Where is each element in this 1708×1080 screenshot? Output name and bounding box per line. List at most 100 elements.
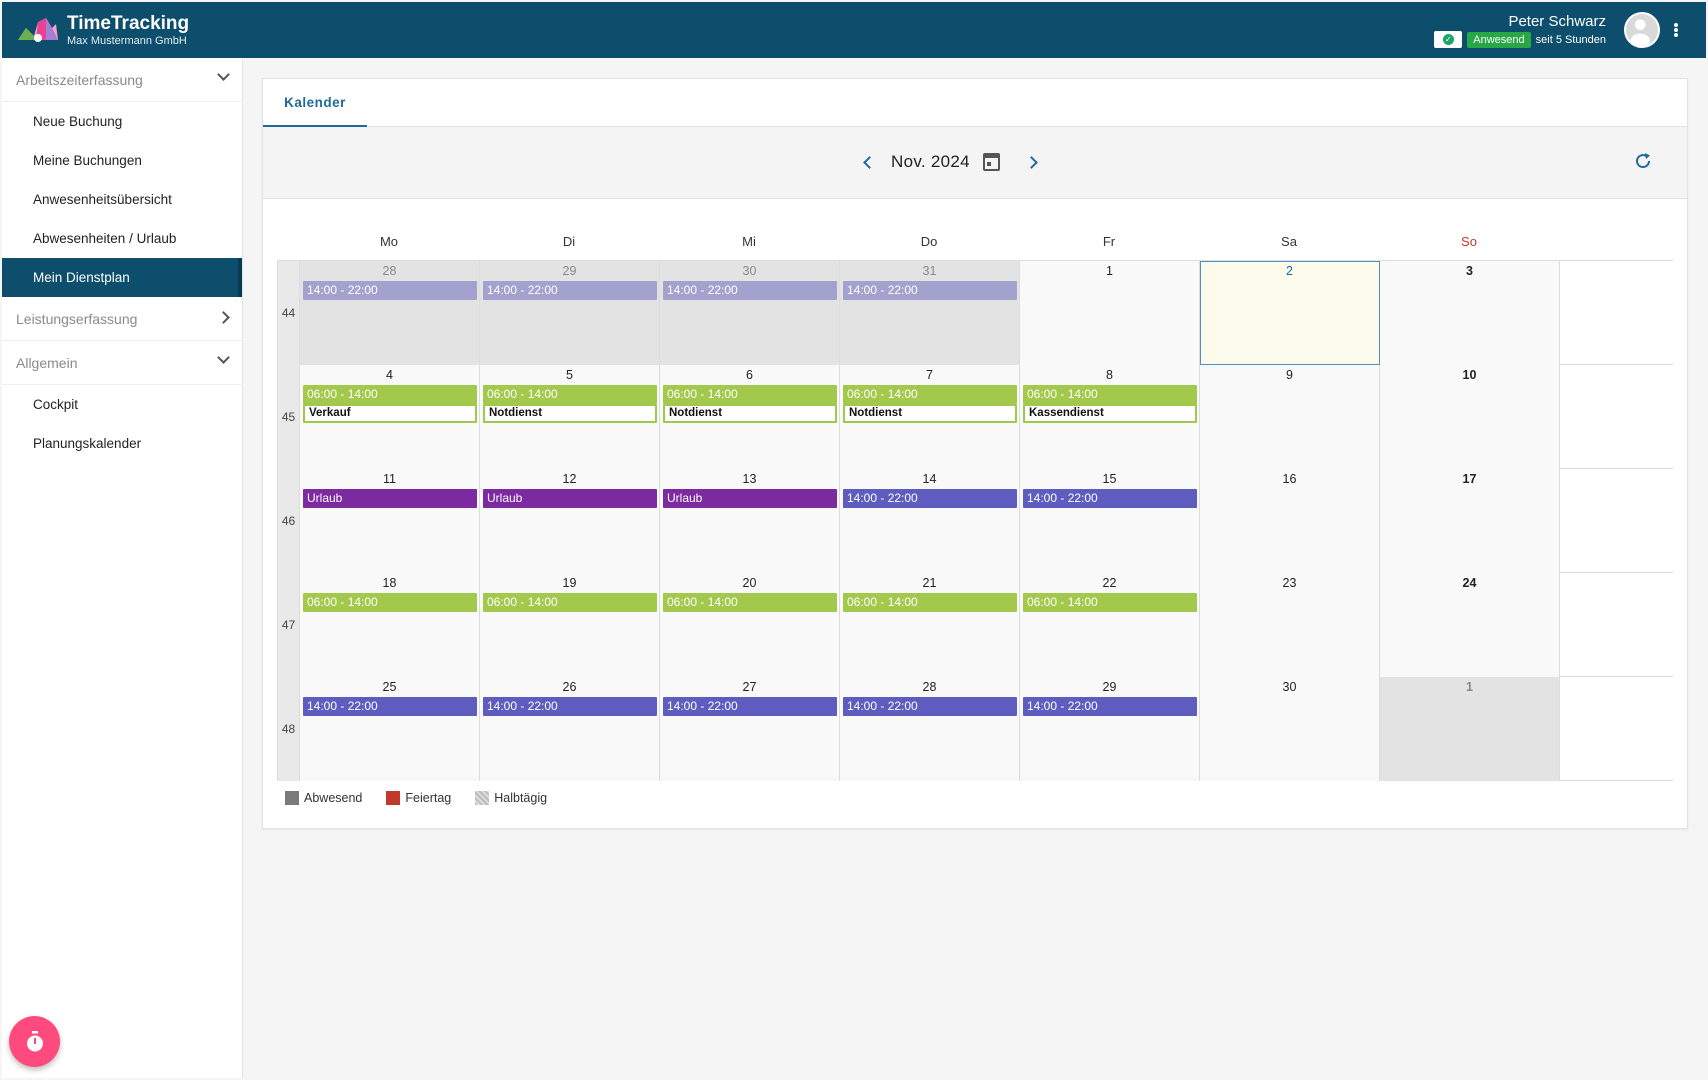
- day-cell[interactable]: 6 06:00 - 14:00 Notdienst: [660, 365, 840, 469]
- shift-event[interactable]: 06:00 - 14:00: [483, 385, 657, 404]
- shift-event[interactable]: 14:00 - 22:00: [843, 281, 1017, 300]
- legend-swatch: [475, 791, 490, 805]
- sidebar-item-planungskalender[interactable]: Planungskalender: [33, 436, 142, 451]
- day-cell[interactable]: 24: [1380, 573, 1560, 677]
- sidebar-item-mein-dienstplan[interactable]: Mein Dienstplan: [2, 258, 242, 297]
- day-cell[interactable]: 1: [1020, 261, 1200, 365]
- chevron-right-icon: [217, 311, 230, 324]
- sidebar-section-allgemein[interactable]: Allgemein: [2, 341, 242, 385]
- shift-event[interactable]: 14:00 - 22:00: [843, 697, 1017, 716]
- more-menu-icon[interactable]: [1674, 23, 1678, 37]
- shift-event[interactable]: 06:00 - 14:00: [1023, 593, 1197, 612]
- sidebar-section-leistungserfassung[interactable]: Leistungserfassung: [2, 297, 242, 341]
- day-number: 27: [742, 680, 757, 694]
- calendar-toolbar: Nov. 2024: [263, 127, 1687, 199]
- day-cell[interactable]: 3: [1380, 261, 1560, 365]
- shift-note[interactable]: Kassendienst: [1023, 404, 1197, 423]
- shift-note[interactable]: Notdienst: [663, 404, 837, 423]
- chevron-left-icon[interactable]: [863, 156, 876, 169]
- day-cell[interactable]: 25 14:00 - 22:00: [300, 677, 480, 781]
- avatar[interactable]: [1624, 12, 1660, 48]
- shift-event[interactable]: 14:00 - 22:00: [663, 697, 837, 716]
- company-name: Max Mustermann GmbH: [67, 35, 187, 47]
- day-cell[interactable]: 5 06:00 - 14:00 Notdienst: [480, 365, 660, 469]
- sidebar-section-arbeitszeiterfassung[interactable]: Arbeitszeiterfassung: [2, 58, 242, 102]
- sidebar-section-label: Arbeitszeiterfassung: [16, 71, 143, 88]
- day-cell[interactable]: 20 06:00 - 14:00: [660, 573, 840, 677]
- shift-event[interactable]: 06:00 - 14:00: [843, 593, 1017, 612]
- shift-event[interactable]: 14:00 - 22:00: [303, 697, 477, 716]
- shift-event[interactable]: 06:00 - 14:00: [303, 593, 477, 612]
- day-cell[interactable]: 2: [1200, 261, 1380, 365]
- sidebar-item-anwesenheitsuebersicht[interactable]: Anwesenheitsübersicht: [33, 192, 172, 207]
- day-number: 6: [746, 368, 753, 382]
- shift-event[interactable]: 14:00 - 22:00: [1023, 489, 1197, 508]
- week-row: 47 18 06:00 - 14:00 19 06:00 - 14:00 20 06:00 …: [278, 573, 1673, 677]
- day-number: 26: [562, 680, 577, 694]
- day-cell[interactable]: 16: [1200, 469, 1380, 573]
- day-cell[interactable]: 13 Urlaub: [660, 469, 840, 573]
- legend-label: Feiertag: [405, 791, 452, 805]
- day-cell[interactable]: 30 14:00 - 22:00: [660, 261, 840, 365]
- day-cell[interactable]: 29 14:00 - 22:00: [1020, 677, 1200, 781]
- day-cell[interactable]: 11 Urlaub: [300, 469, 480, 573]
- day-cell[interactable]: 27 14:00 - 22:00: [660, 677, 840, 781]
- shift-event[interactable]: 14:00 - 22:00: [843, 489, 1017, 508]
- day-cell[interactable]: 14 14:00 - 22:00: [840, 469, 1020, 573]
- shift-event[interactable]: 14:00 - 22:00: [663, 281, 837, 300]
- shift-event[interactable]: Urlaub: [483, 489, 657, 508]
- shift-event[interactable]: 06:00 - 14:00: [303, 385, 477, 404]
- day-cell[interactable]: 17: [1380, 469, 1560, 573]
- day-cell[interactable]: 15 14:00 - 22:00: [1020, 469, 1200, 573]
- shift-event[interactable]: Urlaub: [663, 489, 837, 508]
- shift-event[interactable]: 06:00 - 14:00: [843, 385, 1017, 404]
- shift-event[interactable]: 14:00 - 22:00: [303, 281, 477, 300]
- user-name[interactable]: Peter Schwarz: [1508, 13, 1606, 30]
- shift-note[interactable]: Notdienst: [483, 404, 657, 423]
- day-cell[interactable]: 22 06:00 - 14:00: [1020, 573, 1200, 677]
- day-cell[interactable]: 9: [1200, 365, 1380, 469]
- day-cell[interactable]: 23: [1200, 573, 1380, 677]
- tab-kalender[interactable]: Kalender: [263, 79, 367, 127]
- weekday-header: Mi: [742, 234, 756, 249]
- calendar-picker-icon[interactable]: [983, 153, 1000, 171]
- shift-event[interactable]: 06:00 - 14:00: [663, 385, 837, 404]
- day-cell[interactable]: 30: [1200, 677, 1380, 781]
- day-cell[interactable]: 28 14:00 - 22:00: [300, 261, 480, 365]
- day-cell[interactable]: 19 06:00 - 14:00: [480, 573, 660, 677]
- week-row: 46 11 Urlaub 12 Urlaub 13 Urlaub 14 14:00 - 22:0…: [278, 469, 1673, 573]
- calendar-weeks: 44 28 14:00 - 22:00 29 14:00 - 22:00 30 14:00 …: [277, 260, 1673, 781]
- shift-event[interactable]: 14:00 - 22:00: [483, 281, 657, 300]
- refresh-icon[interactable]: [1633, 151, 1653, 171]
- shift-event[interactable]: 06:00 - 14:00: [663, 593, 837, 612]
- stopwatch-fab-button[interactable]: [9, 1016, 60, 1067]
- day-cell[interactable]: 31 14:00 - 22:00: [840, 261, 1020, 365]
- day-number: 3: [1466, 264, 1473, 278]
- shift-event[interactable]: Urlaub: [303, 489, 477, 508]
- chevron-down-icon: [217, 351, 230, 364]
- day-cell[interactable]: 4 06:00 - 14:00 Verkauf: [300, 365, 480, 469]
- shift-event[interactable]: 14:00 - 22:00: [483, 697, 657, 716]
- sidebar-item-meine-buchungen[interactable]: Meine Buchungen: [33, 153, 142, 168]
- shift-note[interactable]: Notdienst: [843, 404, 1017, 423]
- day-cell[interactable]: 18 06:00 - 14:00: [300, 573, 480, 677]
- shift-event[interactable]: 06:00 - 14:00: [1023, 385, 1197, 404]
- shift-event[interactable]: 14:00 - 22:00: [1023, 697, 1197, 716]
- day-cell[interactable]: 21 06:00 - 14:00: [840, 573, 1020, 677]
- shift-note[interactable]: Verkauf: [303, 404, 477, 423]
- weekday-header: So: [1461, 234, 1477, 249]
- day-cell[interactable]: 10: [1380, 365, 1560, 469]
- sidebar-item-cockpit[interactable]: Cockpit: [33, 397, 79, 412]
- day-cell[interactable]: 8 06:00 - 14:00 Kassendienst: [1020, 365, 1200, 469]
- day-cell[interactable]: 7 06:00 - 14:00 Notdienst: [840, 365, 1020, 469]
- day-cell[interactable]: 29 14:00 - 22:00: [480, 261, 660, 365]
- sidebar-item-neue-buchung[interactable]: Neue Buchung: [33, 114, 123, 129]
- shift-event[interactable]: 06:00 - 14:00: [483, 593, 657, 612]
- chevron-right-icon[interactable]: [1025, 156, 1038, 169]
- sidebar-item-abwesenheiten-urlaub[interactable]: Abwesenheiten / Urlaub: [33, 231, 177, 246]
- day-cell[interactable]: 26 14:00 - 22:00: [480, 677, 660, 781]
- day-cell[interactable]: 1: [1380, 677, 1560, 781]
- day-cell[interactable]: 28 14:00 - 22:00: [840, 677, 1020, 781]
- day-number: 7: [926, 368, 933, 382]
- day-cell[interactable]: 12 Urlaub: [480, 469, 660, 573]
